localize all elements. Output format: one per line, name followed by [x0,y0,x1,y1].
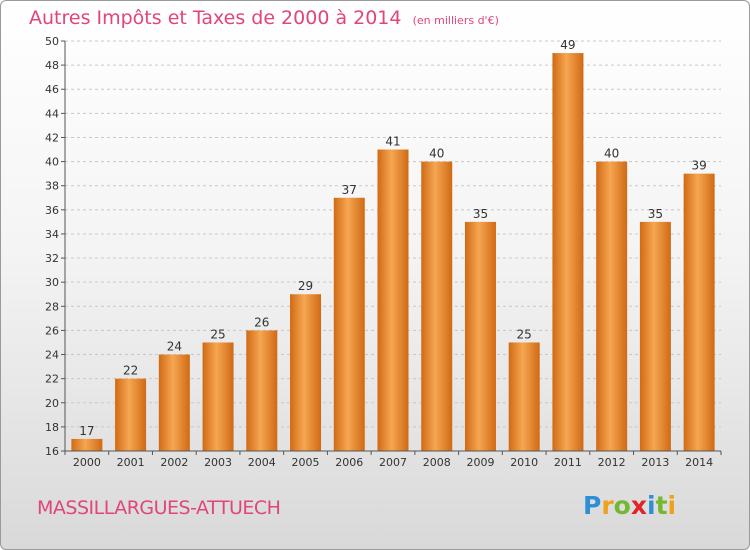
bar-value-label: 17 [79,424,94,438]
bar-2004 [246,330,278,451]
y-tick-label: 20 [45,397,59,410]
bar-value-label: 40 [604,147,619,161]
bar-value-label: 40 [429,147,444,161]
bar-2014 [683,173,715,451]
y-tick-label: 48 [45,59,59,72]
bar-2000 [71,438,103,451]
x-tick-label: 2007 [379,456,407,469]
x-tick-label: 2010 [510,456,538,469]
logo-letter: P [583,491,602,520]
x-tick-label: 2004 [248,456,276,469]
logo-letter: o [613,491,631,520]
logo-letter: r [601,491,614,520]
y-tick-label: 16 [45,445,59,458]
y-tick-label: 38 [45,180,59,193]
chart-title: Autres Impôts et Taxes de 2000 à 2014 (e… [29,7,499,29]
bar-2006 [333,197,365,451]
y-tick-label: 50 [45,35,59,48]
logo-letter: i [647,491,656,520]
y-tick-label: 40 [45,156,59,169]
bar-2013 [639,221,671,451]
bar-2003 [202,342,234,451]
y-tick-label: 46 [45,83,59,96]
bar-value-label: 25 [517,327,532,341]
commune-name: MASSILLARGUES-ATTUECH [37,497,281,519]
bar-value-label: 22 [123,364,138,378]
x-tick-label: 2012 [598,456,626,469]
bar-2005 [290,294,322,451]
y-tick-label: 18 [45,421,59,434]
y-axis: 16 18 20 22 24 26 28 30 32 34 36 38 40 42 44 46 48 50 [45,35,66,458]
bar-2001 [115,378,147,451]
bar-2009 [464,221,496,451]
bar-value-label: 41 [385,135,400,149]
bar-2002 [158,354,190,451]
y-tick-label: 28 [45,300,59,313]
x-tick-label: 2014 [685,456,713,469]
bar-2010 [508,342,540,451]
bar-value-label: 37 [342,183,357,197]
x-tick-label: 2006 [335,456,363,469]
y-tick-label: 32 [45,252,59,265]
x-axis: 2000 2001 2002 2003 2004 2005 2006 2007 2008 2009… [64,450,722,469]
chart-title-main: Autres Impôts et Taxes de 2000 à 2014 [29,7,402,29]
x-tick-label: 2005 [292,456,320,469]
y-tick-label: 36 [45,204,59,217]
bar-value-label: 25 [210,327,225,341]
bar-value-label: 39 [691,159,706,173]
bar-2008 [421,161,453,451]
x-tick-label: 2008 [423,456,451,469]
y-tick-label: 24 [45,349,59,362]
bar-value-label: 35 [648,207,663,221]
x-tick-label: 2013 [641,456,669,469]
logo-letter: t [655,491,668,520]
y-tick-label: 42 [45,131,59,144]
y-tick-label: 34 [45,228,59,241]
logo-letter: x [630,491,647,520]
proxiti-logo: Proxiti [583,491,676,520]
bar-value-label: 29 [298,279,313,293]
x-tick-label: 2009 [466,456,494,469]
x-tick-label: 2011 [554,456,582,469]
y-tick-label: 22 [45,373,59,386]
bar-2012 [596,161,628,451]
y-tick-label: 26 [45,324,59,337]
x-tick-label: 2002 [160,456,188,469]
bar-value-label: 26 [254,315,269,329]
logo-letter: i [667,491,677,520]
y-tick-label: 44 [45,107,59,120]
bar-2007 [377,149,409,451]
bar-2011 [552,53,584,451]
bar-value-label: 24 [167,340,182,354]
bar-value-label: 35 [473,207,488,221]
x-tick-label: 2003 [204,456,232,469]
chart-title-unit: (en milliers d'€) [412,14,499,27]
x-tick-label: 2001 [117,456,145,469]
x-tick-label: 2000 [73,456,101,469]
y-tick-label: 30 [45,276,59,289]
bar-value-label: 49 [560,38,575,52]
bars: 17 22 24 25 26 29 37 41 40 35 25 49 40 35 39 [71,38,715,451]
